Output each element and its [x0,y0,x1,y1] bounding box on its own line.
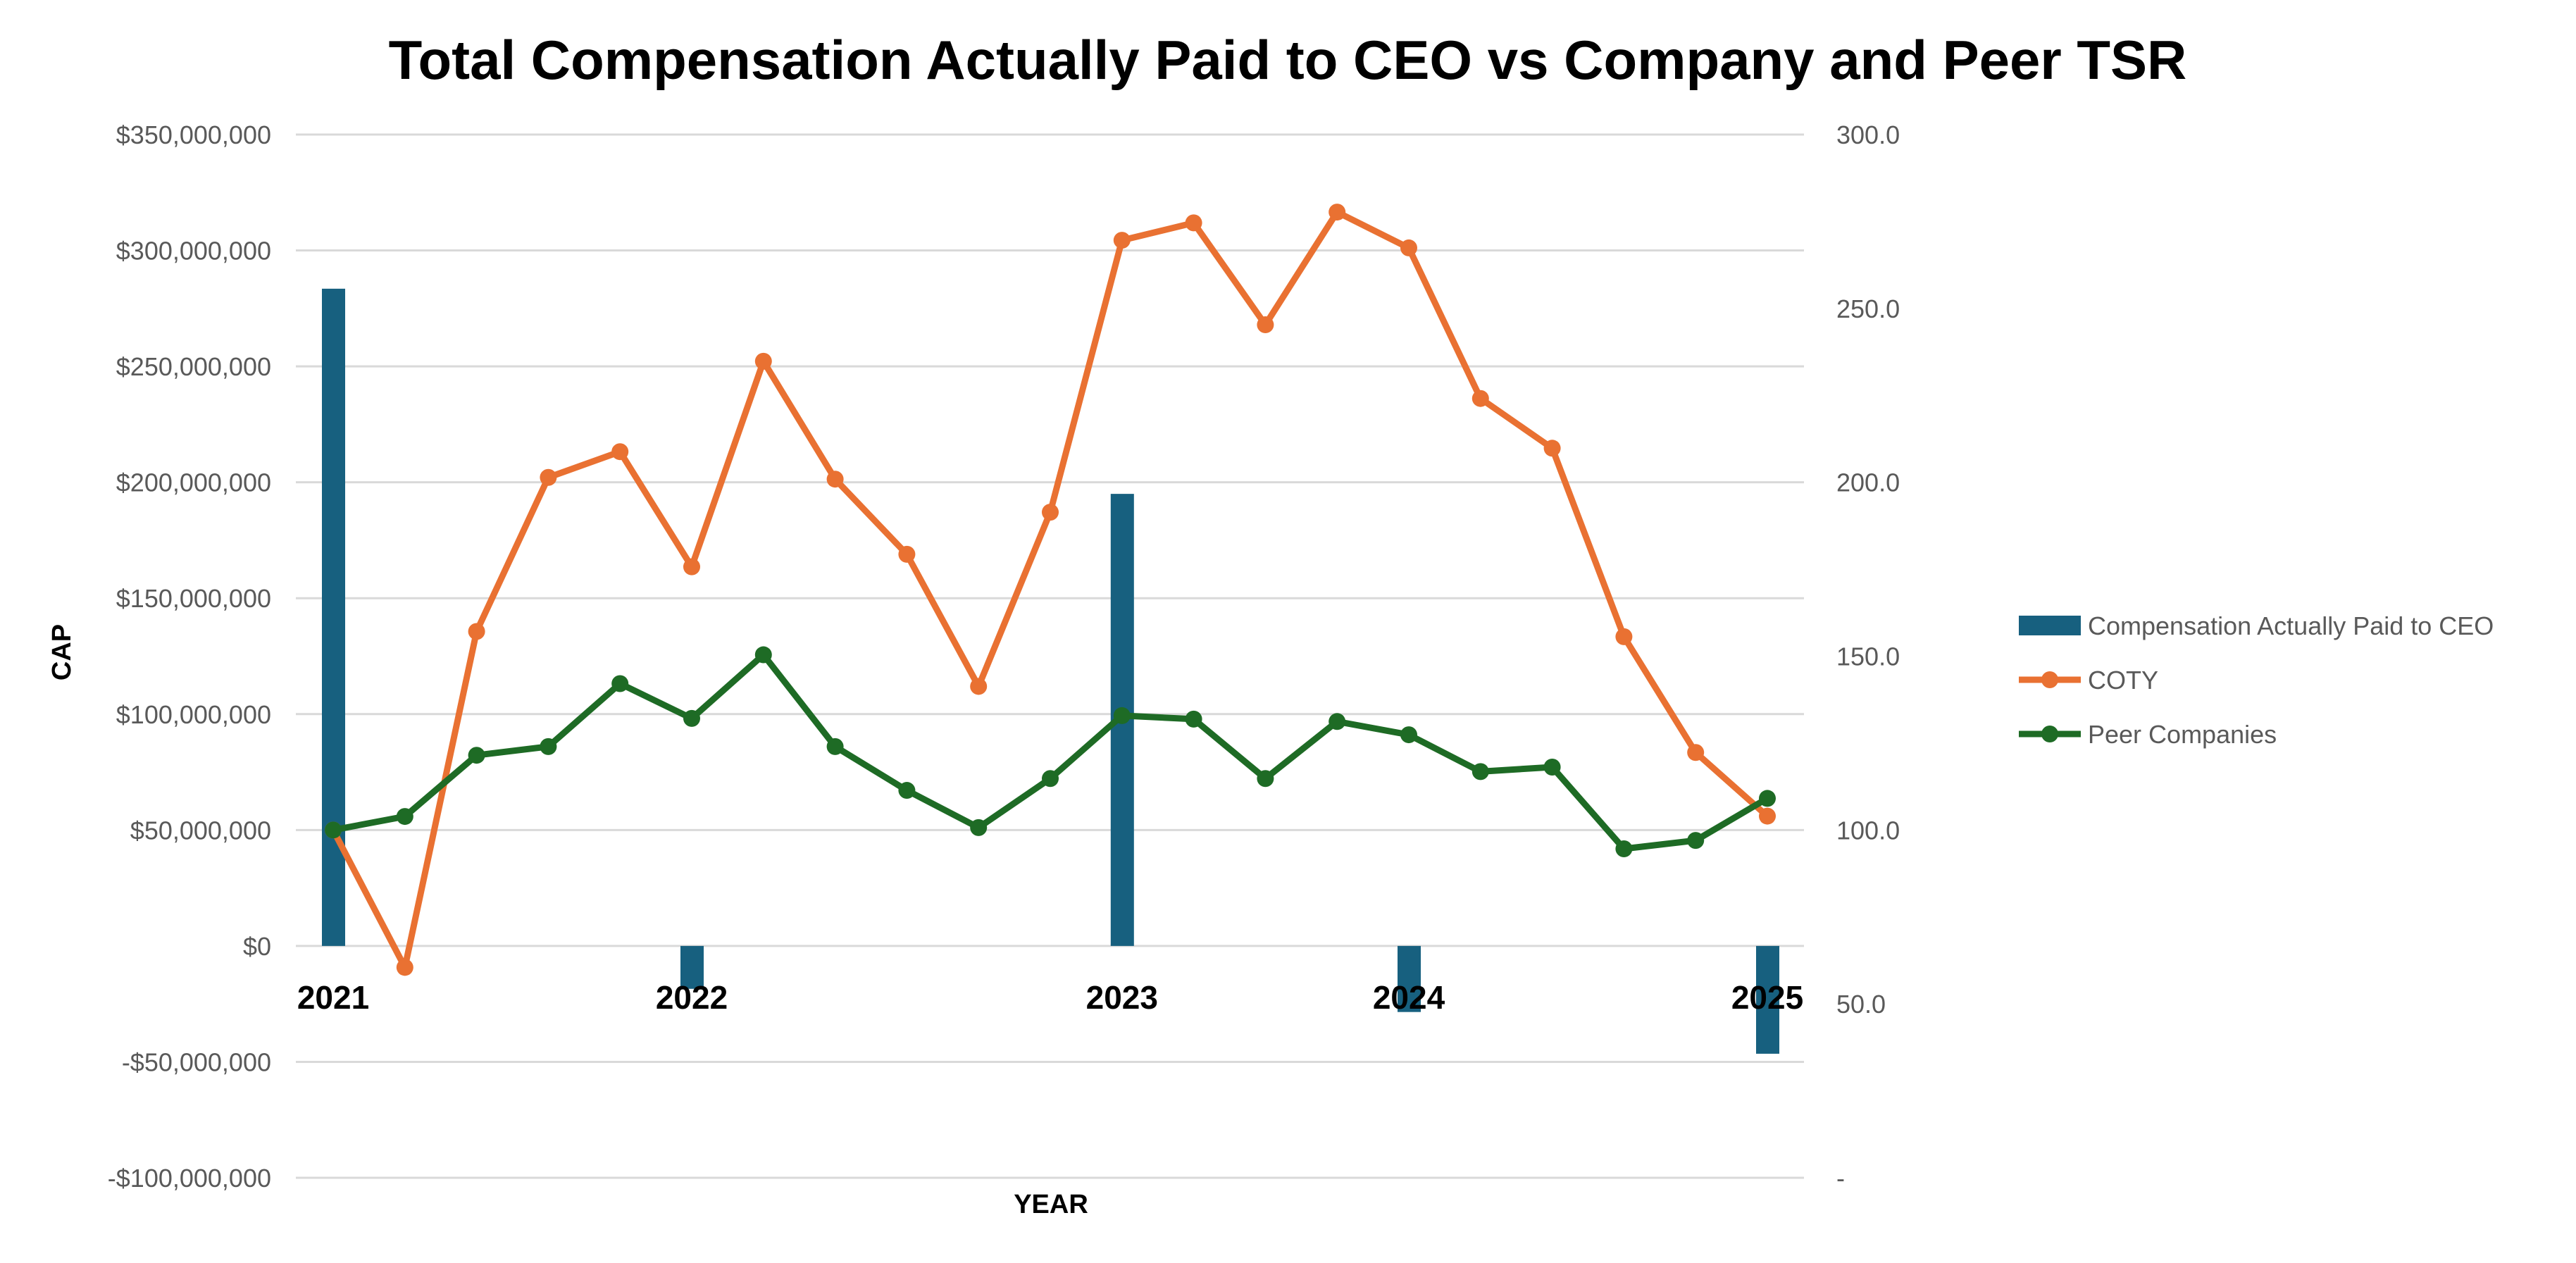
data-point [1615,628,1633,645]
data-point [611,443,629,461]
x-tick-label: 2022 [656,979,728,1016]
data-point [898,782,916,800]
y-tick-label: $150,000,000 [116,584,271,613]
data-point [754,646,772,664]
bar-series [322,288,1779,1054]
y-tick-label: $300,000,000 [116,237,271,266]
data-point [1042,770,1059,788]
data-point [1615,840,1633,857]
data-point [683,558,700,575]
y-tick-label: -$100,000,000 [108,1164,271,1193]
data-point [970,819,988,836]
x-tick-label: 2023 [1086,979,1158,1016]
data-point [1687,744,1705,761]
y2-tick-label: 300.0 [1836,120,1900,149]
data-point [1471,390,1489,407]
data-point [683,709,700,727]
data-point [325,821,342,839]
y2-tick-label: - [1836,1164,1845,1193]
y-tick-label: -$50,000,000 [122,1047,271,1076]
legend: Compensation Actually Paid to CEO COTY Pee… [2019,611,2494,749]
y-tick-label: $0 [243,932,271,961]
y2-axis-ticks: 300.0 250.0 200.0 150.0 100.0 50.0 - [1836,120,1900,1193]
y-tick-label: $50,000,000 [130,816,271,845]
data-point [540,468,557,486]
bar [1756,945,1779,1054]
data-point [826,471,844,488]
data-point [1042,504,1059,521]
data-point [611,675,629,692]
data-point [1185,214,1202,232]
y-axis-ticks: $350,000,000 $300,000,000 $250,000,000 $200… [108,120,271,1193]
y2-tick-label: 200.0 [1836,468,1900,497]
data-point [1329,713,1346,730]
legend-entry: Compensation Actually Paid to CEO [2088,611,2494,640]
line-series [325,204,1776,976]
data-point [1543,758,1561,776]
data-point [1543,440,1561,457]
data-point [1113,232,1131,249]
data-point [1257,316,1274,334]
data-point [468,623,485,640]
y-tick-label: $100,000,000 [116,700,271,729]
y-tick-label: $250,000,000 [116,352,271,381]
data-point [1687,832,1705,850]
data-point [1113,707,1131,724]
legend-marker [2041,726,2058,742]
x-axis-label: YEAR [1014,1190,1088,1219]
y2-tick-label: 150.0 [1836,642,1900,671]
y-tick-label: $350,000,000 [116,120,271,149]
y2-tick-label: 50.0 [1836,990,1886,1019]
data-point [826,738,844,755]
x-tick-label: 2024 [1373,979,1445,1016]
y-axis-label: CAP [47,624,77,680]
data-point [970,678,988,695]
data-point [396,959,413,976]
data-point [754,352,772,370]
legend-marker [2041,671,2058,688]
x-tick-label: 2021 [297,979,369,1016]
x-tick-label: 2025 [1731,979,1803,1016]
legend-swatch-bar [2019,616,2081,635]
data-point [1400,239,1417,256]
y-tick-label: $200,000,000 [116,468,271,497]
data-point [1759,807,1776,825]
y2-tick-label: 100.0 [1836,816,1900,845]
chart-title: Total Compensation Actually Paid to CEO … [389,29,2187,91]
data-point [1759,790,1776,807]
data-point [1257,770,1274,788]
data-point [396,808,413,826]
data-point [1185,710,1202,728]
legend-entry: Peer Companies [2088,720,2277,749]
data-point [1329,204,1346,221]
data-point [540,738,557,755]
x-axis-ticks: 2021 2022 2023 2024 2025 [297,979,1803,1016]
data-point [898,545,916,563]
line-coty [330,209,1769,971]
bar [680,945,704,989]
bar [1398,945,1421,1012]
y2-tick-label: 250.0 [1836,294,1900,323]
data-point [468,747,485,764]
data-point [1400,726,1417,744]
data-point [1471,763,1489,780]
legend-entry: COTY [2088,666,2158,695]
gridlines [296,133,1804,1179]
